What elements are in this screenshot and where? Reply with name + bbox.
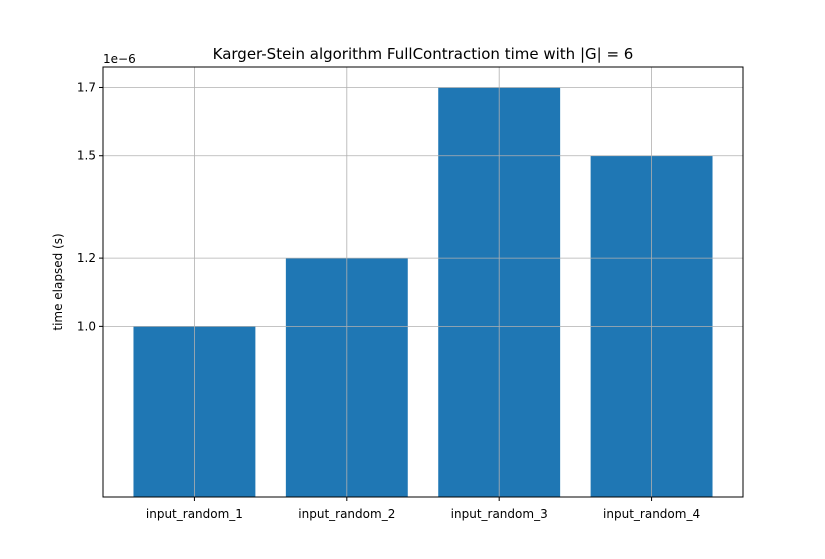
y-tick-label-2: 1.2 [77, 251, 96, 265]
ticks-layer: input_random_1 input_random_2 input_random… [77, 80, 700, 521]
y-tick-label-4: 1.7 [77, 80, 96, 94]
y-axis-label: time elapsed (s) [51, 233, 65, 330]
y-tick-label-3: 1.5 [77, 149, 96, 163]
x-tick-label-3: input_random_3 [451, 507, 548, 521]
y-tick-label-1: 1.0 [77, 319, 96, 333]
chart-title: Karger-Stein algorithm FullContraction t… [213, 45, 634, 63]
x-tick-label-1: input_random_1 [146, 507, 243, 521]
grid-layer [103, 67, 743, 497]
bars-layer [133, 87, 713, 497]
y-axis-scale-label: 1e−6 [103, 52, 136, 66]
x-tick-label-4: input_random_4 [603, 507, 700, 521]
plot-frame [102, 66, 744, 498]
x-tick-label-2: input_random_2 [298, 507, 395, 521]
